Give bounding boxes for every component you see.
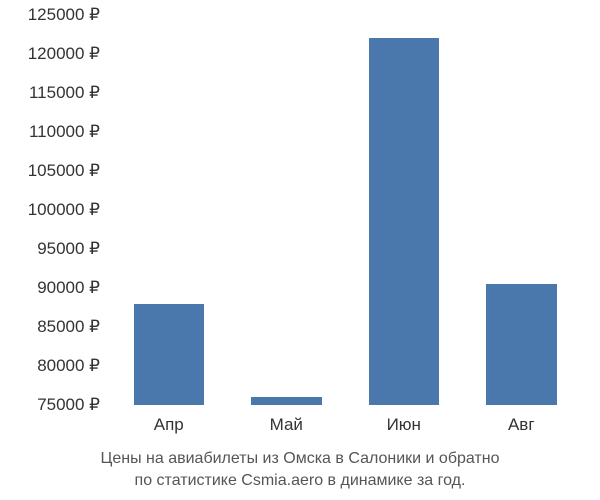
- price-chart: 75000 ₽ 80000 ₽ 85000 ₽ 90000 ₽ 95000 ₽ 10000…: [0, 0, 600, 500]
- bar: [369, 38, 440, 405]
- y-tick-label: 95000 ₽: [37, 239, 100, 259]
- y-tick-label: 105000 ₽: [28, 161, 100, 181]
- x-tick-label: Авг: [508, 415, 535, 435]
- caption-line-2: по статистике Csmia.aero в динамике за г…: [0, 470, 600, 492]
- bar: [486, 284, 557, 405]
- x-tick-label: Апр: [154, 415, 184, 435]
- x-tick-label: Июн: [387, 415, 421, 435]
- y-axis: 75000 ₽80000 ₽85000 ₽90000 ₽95000 ₽10000…: [0, 15, 105, 405]
- y-tick-label: 75000 ₽: [37, 395, 100, 415]
- bar: [134, 304, 205, 405]
- y-tick-label: 90000 ₽: [37, 278, 100, 298]
- y-tick-label: 120000 ₽: [28, 44, 100, 64]
- bar: [251, 397, 322, 405]
- y-tick-label: 100000 ₽: [28, 200, 100, 220]
- y-tick-label: 115000 ₽: [29, 83, 100, 103]
- chart-caption: Цены на авиабилеты из Омска в Салоники и…: [0, 448, 600, 493]
- plot-area: [110, 15, 580, 405]
- x-axis: Апр Май Июн Авг: [110, 415, 580, 445]
- y-tick-label: 110000 ₽: [29, 122, 100, 142]
- y-tick-label: 125000 ₽: [28, 5, 100, 25]
- y-tick-label: 85000 ₽: [37, 317, 100, 337]
- caption-line-1: Цены на авиабилеты из Омска в Салоники и…: [0, 448, 600, 470]
- y-tick-label: 80000 ₽: [37, 356, 100, 376]
- x-tick-label: Май: [270, 415, 303, 435]
